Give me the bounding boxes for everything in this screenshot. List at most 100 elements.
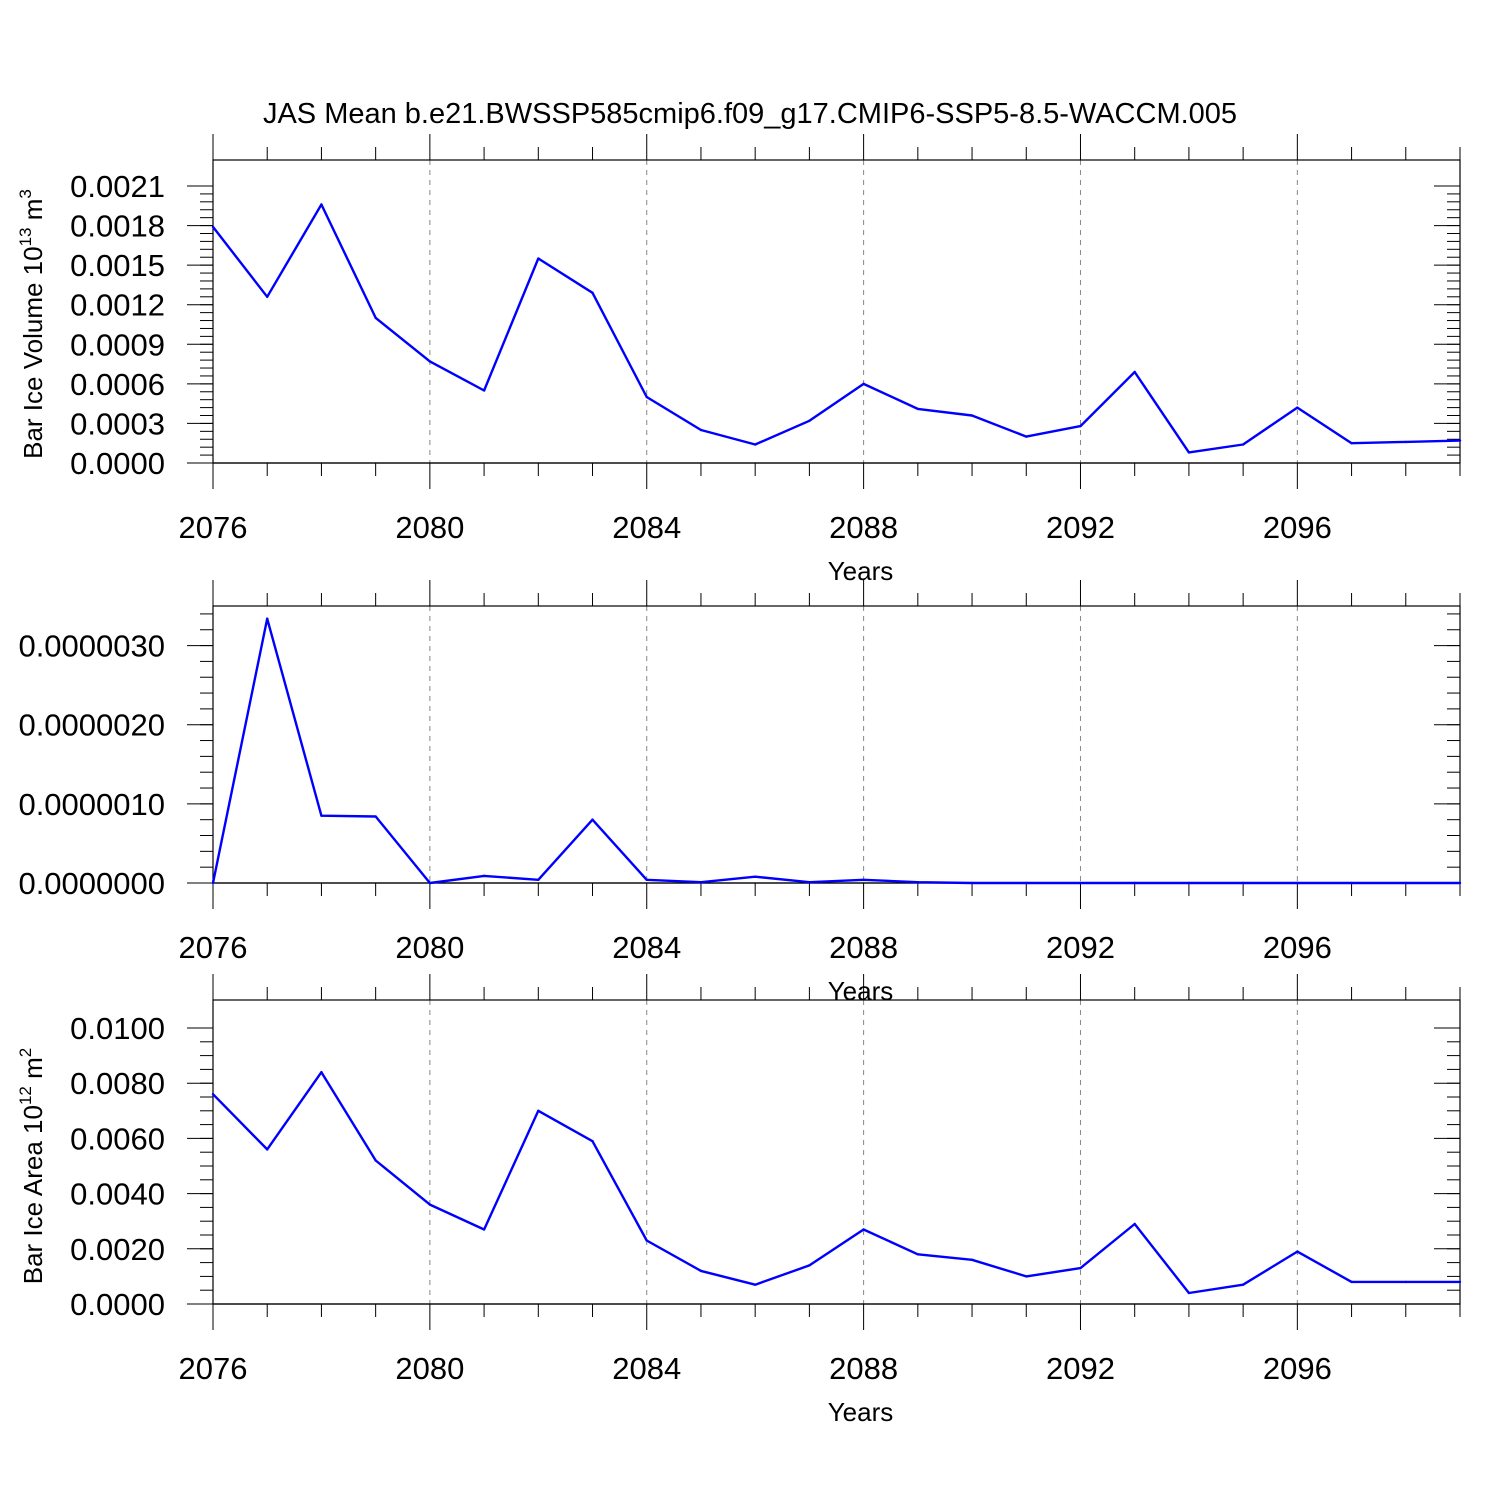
y-tick-label: 0.0000 (70, 1287, 165, 1322)
data-point (916, 881, 920, 884)
data-point (916, 1253, 920, 1256)
y-tick-label: 0.0000 (70, 446, 165, 481)
data-point (1404, 440, 1407, 444)
plot-frame (212, 999, 1461, 1305)
x-tick-label: 2084 (612, 930, 681, 965)
x-tick-label: 2076 (179, 1351, 248, 1386)
y-tick-label: 0.0003 (70, 406, 165, 441)
data-point (428, 881, 432, 885)
y-axis-title-part: Bar Ice Volume 10 (18, 246, 48, 458)
plot-frame (212, 159, 1461, 464)
y-axis-title-superscript: 12 (16, 1086, 35, 1105)
data-point (645, 1239, 648, 1242)
y-axis-title: Bar Ice Area 1012 m2 (16, 1048, 48, 1285)
panels: 2076 2080 2084 2088 2092 2096 Years 0.0000 0.000… (16, 134, 1462, 1427)
data-point (1350, 442, 1353, 445)
y-tick-label: 0.0012 (70, 288, 165, 323)
y-tick-label: 0.0000000 (18, 866, 165, 901)
data-point (428, 360, 432, 363)
y-tick-label: 0.0015 (70, 248, 165, 283)
y-tick-label: 0.0020 (70, 1232, 165, 1267)
data-point (1079, 1266, 1082, 1270)
y-tick-label: 0.0000030 (18, 629, 165, 664)
y-tick-label: 0.0000010 (18, 787, 165, 822)
y-tick-label: 0.0006 (70, 367, 165, 402)
data-point (320, 814, 323, 817)
data-point (374, 815, 377, 818)
figure-title: JAS Mean b.e21.BWSSP585cmip6.f09_g17.CMI… (263, 98, 1237, 130)
data-point (645, 395, 648, 399)
data-point (374, 1159, 377, 1162)
data-point (1025, 1275, 1028, 1278)
x-tick-label: 2084 (612, 510, 681, 545)
panel-3: 2076 2080 2084 2088 2092 2096 Years 0.0000 0.002… (16, 974, 1462, 1427)
x-tick-label: 2088 (829, 1351, 898, 1386)
y-axis-title-part: m (18, 199, 48, 228)
x-tick-label: 2092 (1046, 930, 1115, 965)
data-point (211, 1093, 215, 1096)
data-point (1404, 881, 1407, 885)
data-point (699, 428, 703, 432)
x-tick-label: 2076 (179, 510, 248, 545)
data-point (1025, 435, 1028, 438)
data-point (591, 291, 594, 295)
x-tick-label: 2096 (1263, 510, 1332, 545)
data-point (211, 225, 215, 229)
data-point (320, 203, 323, 206)
x-tick-label: 2084 (612, 1351, 681, 1386)
x-tick-label: 2080 (395, 930, 464, 965)
data-point (1133, 1222, 1136, 1226)
plot-frame (212, 605, 1461, 884)
y-axis-title-part: m (18, 1057, 48, 1086)
data-point (211, 881, 215, 885)
data-point (537, 878, 540, 882)
data-point (537, 257, 540, 260)
data-point (753, 1283, 757, 1286)
y-axis-title-superscript: 2 (16, 1048, 35, 1057)
y-tick-label: 0.0080 (70, 1066, 165, 1101)
x-axis-title: Years (828, 976, 894, 1006)
x-tick-label: 2092 (1046, 510, 1115, 545)
data-point (1458, 439, 1462, 442)
data-point (266, 295, 269, 298)
data-point (591, 818, 594, 821)
series-line (211, 617, 1460, 885)
data-point (753, 443, 757, 446)
data-point (1025, 881, 1028, 885)
data-point (1241, 443, 1245, 446)
x-axis-title: Years (828, 556, 894, 586)
data-point (699, 881, 703, 884)
y-tick-label: 0.0009 (70, 327, 165, 362)
data-point (320, 1070, 323, 1074)
data-point (1241, 1283, 1245, 1286)
x-tick-label: 2096 (1263, 1351, 1332, 1386)
y-tick-label: 0.0060 (70, 1121, 165, 1156)
data-point (1458, 881, 1462, 885)
data-point (970, 1258, 974, 1262)
data-point (1404, 1280, 1407, 1284)
data-point (428, 1203, 432, 1206)
data-point (970, 414, 974, 417)
data-point (862, 382, 865, 386)
data-point (1187, 1291, 1191, 1295)
data-point (970, 881, 974, 885)
y-axis-title-superscript: 3 (16, 189, 35, 198)
x-tick-label: 2080 (395, 510, 464, 545)
y-axis-title-part: Bar Ice Area 10 (18, 1105, 48, 1284)
y-tick-label: 0.0100 (70, 1011, 165, 1046)
data-point (1133, 370, 1136, 374)
data-point (266, 617, 269, 620)
data-point (645, 878, 648, 882)
data-point (591, 1139, 594, 1143)
data-point (916, 407, 920, 411)
panel-1: 2076 2080 2084 2088 2092 2096 Years 0.0000 0.000… (16, 134, 1462, 586)
data-point (1187, 451, 1191, 454)
data-point (1187, 881, 1191, 885)
series-line (212, 1070, 1460, 1295)
x-tick-label: 2096 (1263, 930, 1332, 965)
data-point (1079, 881, 1082, 885)
data-point (753, 875, 757, 878)
data-point (266, 1148, 269, 1151)
data-point (1350, 881, 1353, 885)
y-tick-label: 0.0040 (70, 1177, 165, 1212)
